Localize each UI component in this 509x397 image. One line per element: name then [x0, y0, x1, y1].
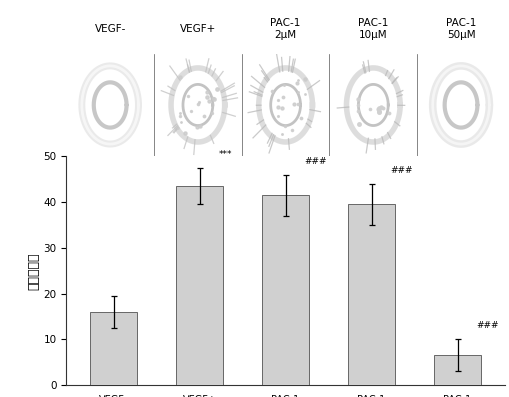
Text: ###: ### [304, 156, 326, 166]
Bar [433, 355, 480, 385]
Text: VEGF-: VEGF- [94, 24, 126, 34]
Bar [176, 186, 223, 385]
Text: VEGF+: VEGF+ [179, 24, 216, 34]
Bar [90, 312, 137, 385]
Bar [262, 195, 308, 385]
Text: PAC-1
10μM: PAC-1 10μM [357, 18, 388, 40]
Text: ***: *** [218, 150, 232, 159]
Text: PAC-1
2μM: PAC-1 2μM [270, 18, 300, 40]
Text: ###: ### [475, 321, 498, 330]
Y-axis label: 血管分支数: 血管分支数 [27, 252, 41, 289]
Text: ###: ### [390, 166, 412, 175]
Text: PAC-1
50μM: PAC-1 50μM [445, 18, 475, 40]
Bar [347, 204, 394, 385]
